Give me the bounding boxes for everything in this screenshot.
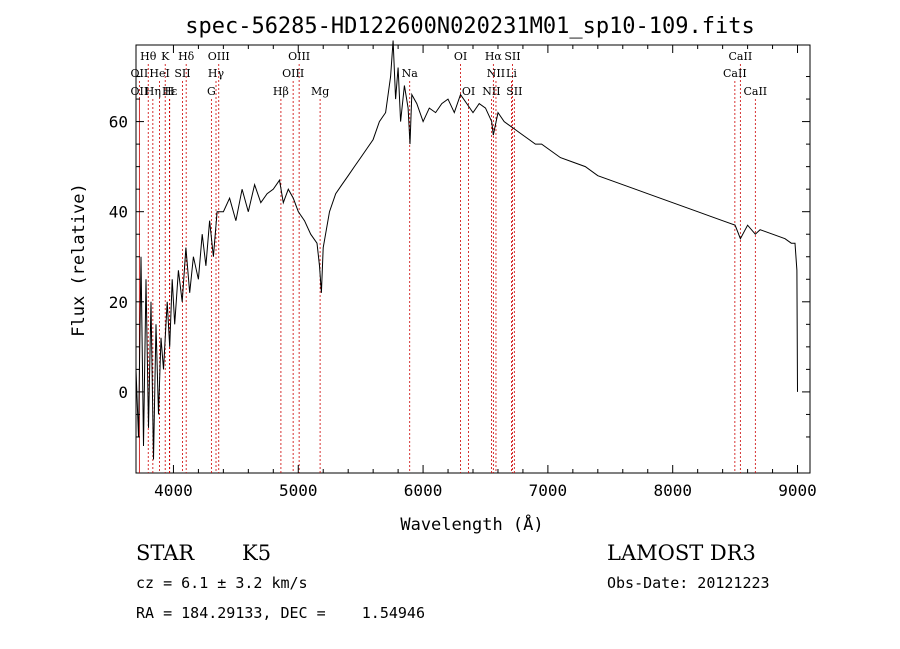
line-marker-label: SII [174,67,190,80]
line-marker-label: Hη [145,85,161,98]
line-marker-label: Hε [162,85,178,98]
line-marker-label: Hθ [140,50,157,63]
y-tick-label: 20 [109,293,128,312]
x-tick-label: 9000 [778,481,817,500]
line-marker-label: NII [487,67,505,80]
survey-name: LAMOST DR3 [607,541,756,565]
line-marker-label: K [161,50,170,63]
redshift-readout: cz = 6.1 ± 3.2 km/s [136,574,308,592]
plot-frame [135,44,811,474]
x-axis-label: Wavelength (Å) [400,513,543,535]
line-marker-label: SII [506,85,522,98]
y-tick-label: 40 [109,203,128,222]
line-marker-label: CaII [723,67,747,80]
line-marker-label: G [207,85,216,98]
line-marker-label: OIII [208,50,230,63]
line-marker-label: Hγ [208,67,225,80]
x-tick-label: 5000 [279,481,318,500]
line-marker-label: SII [504,50,520,63]
line-marker-label: OI [454,50,467,63]
axis-ticks: 4000 5000 6000 7000 8000 9000 0 20 40 60 [109,45,817,500]
line-marker-label: OII [131,85,149,98]
line-marker-label: OIII [282,67,304,80]
spectrum-line [135,40,798,460]
ra-dec-readout: RA = 184.29133, DEC = 1.54946 [136,604,425,622]
x-tick-label: 8000 [653,481,692,500]
line-marker-label: CaII [743,85,767,98]
line-marker-label: Hα [485,50,503,63]
y-tick-label: 60 [109,113,128,132]
line-marker-label: CaII [729,50,753,63]
line-marker-label: NII [482,85,500,98]
y-tick-label: 0 [118,383,128,402]
line-marker-label: Mg [311,85,329,98]
line-marker-label: Hβ [273,85,289,98]
line-marker-label: Hδ [178,50,195,63]
object-subclass: K5 [242,541,272,565]
obs-date: Obs-Date: 20121223 [607,574,770,592]
object-class: STAR [136,541,195,565]
line-marker-label: OII [131,67,149,80]
line-marker-label: OIII [288,50,310,63]
line-marker-label: HeI [149,67,169,80]
line-marker-label: Na [402,67,419,80]
x-tick-label: 7000 [529,481,568,500]
x-tick-label: 6000 [404,481,443,500]
y-axis-label: Flux (relative) [69,183,89,337]
x-tick-label: 4000 [154,481,193,500]
chart-title: spec-56285-HD122600N020231M01_sp10-109.f… [185,14,755,39]
line-marker-label: Li [506,67,517,80]
line-marker-label: H [165,85,175,98]
line-marker-label: OI [462,85,475,98]
